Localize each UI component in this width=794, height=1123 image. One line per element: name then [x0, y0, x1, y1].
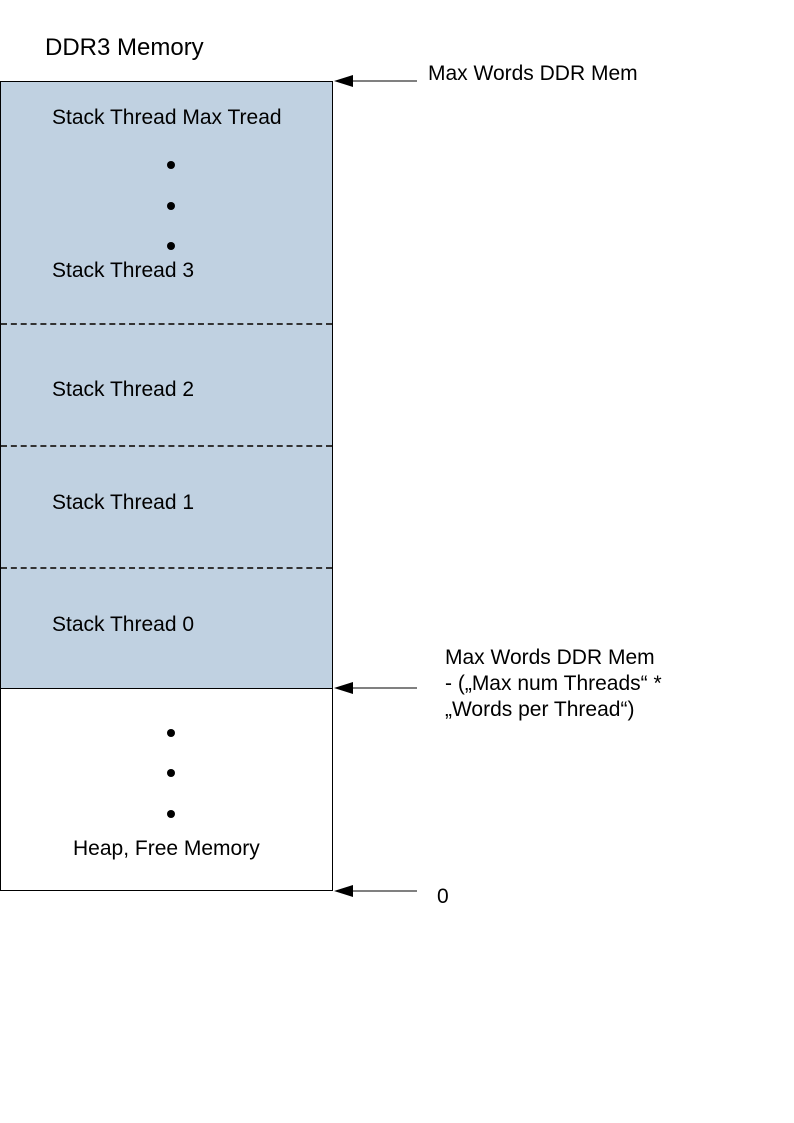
stack-thread-3-label: Stack Thread 3 — [52, 259, 195, 282]
stack-divider — [1, 323, 332, 325]
diagram-title: DDR3 Memory — [45, 34, 204, 61]
top-address-label: Max Words DDR Mem — [428, 62, 638, 85]
ellipsis-dot — [167, 810, 175, 818]
stack-base-line-2: - („Max num Threads“ * — [445, 672, 662, 695]
bottom-address-label: 0 — [437, 885, 449, 908]
stack-divider — [1, 567, 332, 569]
stack-region — [1, 82, 332, 688]
ellipsis-dot — [167, 202, 175, 210]
stack-divider — [1, 445, 332, 447]
stack-base-address-label: Max Words DDR Mem - („Max num Threads“ *… — [445, 645, 662, 723]
ellipsis-dot — [167, 242, 175, 250]
ellipsis-dot — [167, 769, 175, 777]
bottom-address-arrow — [334, 885, 417, 897]
ellipsis-dot — [167, 161, 175, 169]
stack-thread-2-label: Stack Thread 2 — [52, 378, 195, 401]
top-address-arrow — [334, 75, 417, 87]
heap-label: Heap, Free Memory — [73, 837, 260, 860]
middle-address-arrow — [334, 682, 417, 694]
stack-base-line-3: „Words per Thread“) — [445, 698, 635, 721]
stack-base-line-1: Max Words DDR Mem — [445, 646, 655, 669]
stack-thread-max-label: Stack Thread Max Tread — [52, 106, 282, 129]
stack-thread-0-label: Stack Thread 0 — [52, 613, 195, 636]
stack-thread-1-label: Stack Thread 1 — [52, 491, 195, 514]
ellipsis-dot — [167, 729, 175, 737]
stack-heap-boundary — [0, 688, 333, 689]
